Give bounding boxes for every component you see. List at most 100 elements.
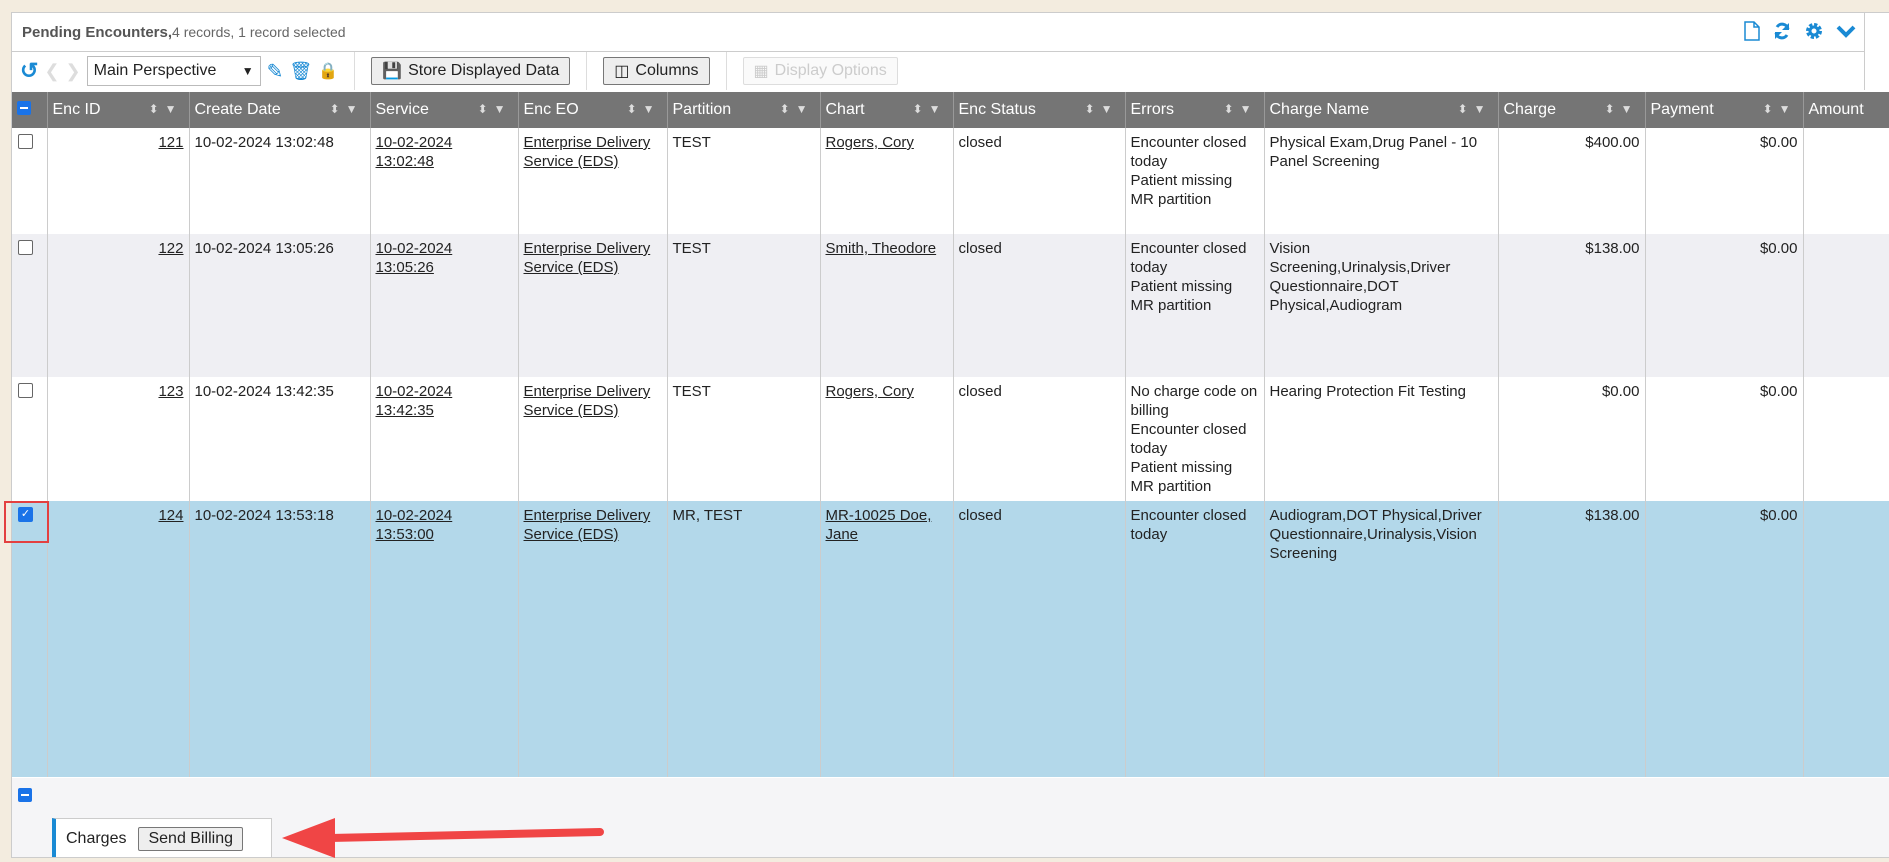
row-select-cell[interactable] <box>12 377 48 501</box>
sort-filter-icon[interactable]: ⬍▼ <box>1762 102 1797 116</box>
row-select-cell[interactable] <box>12 128 48 234</box>
sort-filter-icon[interactable]: ⬍▼ <box>329 102 364 116</box>
enc-eo-link[interactable]: Enterprise Delivery Service (EDS) <box>523 240 651 276</box>
column-header[interactable]: Enc EO ⬍▼ <box>518 92 668 128</box>
select-all-checkbox[interactable] <box>17 100 31 115</box>
enc-eo-cell: Enterprise Delivery Service (EDS) <box>518 501 668 777</box>
enc-eo-link[interactable]: Enterprise Delivery Service (EDS) <box>523 134 651 170</box>
enc-id-cell: 121 <box>47 128 190 234</box>
column-header[interactable]: Create Date ⬍▼ <box>189 92 371 128</box>
amount-cell <box>1803 501 1889 777</box>
encounters-table: Enc ID ⬍▼ Create Date ⬍▼ Service ⬍▼ Enc EO ⬍… <box>12 92 1889 777</box>
refresh-icon[interactable] <box>1772 21 1792 41</box>
table-row[interactable]: 122 10-02-2024 13:05:26 10-02-2024 13:05… <box>12 234 1889 377</box>
service-link[interactable]: 10-02-2024 13:02:48 <box>375 134 453 170</box>
chart-link[interactable]: MR-10025 Doe, Jane <box>825 507 932 543</box>
record-count: 4 records, 1 record selected <box>172 24 346 40</box>
errors-cell: Encounter closed today Patient missing MR… <box>1125 128 1265 234</box>
chevron-down-icon[interactable] <box>1836 21 1856 41</box>
column-label: Payment <box>1650 101 1714 118</box>
store-displayed-data-button[interactable]: 💾 Store Displayed Data <box>371 57 571 85</box>
create-date-cell: 10-02-2024 13:02:48 <box>189 128 371 234</box>
column-label: Errors <box>1130 101 1175 118</box>
charge-cell: $400.00 <box>1498 128 1646 234</box>
column-header[interactable]: Enc Status ⬍▼ <box>953 92 1126 128</box>
sort-filter-icon[interactable]: ⬍▼ <box>1084 102 1119 116</box>
column-header[interactable]: Errors ⬍▼ <box>1125 92 1265 128</box>
create-date-cell: 10-02-2024 13:42:35 <box>189 377 371 501</box>
column-header[interactable]: Chart ⬍▼ <box>820 92 954 128</box>
enc-id-link[interactable]: 122 <box>158 240 184 257</box>
service-link[interactable]: 10-02-2024 13:53:00 <box>375 507 453 543</box>
create-date-cell: 10-02-2024 13:05:26 <box>189 234 371 377</box>
chart-link[interactable]: Rogers, Cory <box>825 383 914 400</box>
enc-eo-cell: Enterprise Delivery Service (EDS) <box>518 377 668 501</box>
partition-cell: MR, TEST <box>667 501 821 777</box>
sort-filter-icon[interactable]: ⬍▼ <box>779 102 814 116</box>
sort-filter-icon[interactable]: ⬍▼ <box>1604 102 1639 116</box>
chart-link[interactable]: Rogers, Cory <box>825 134 914 151</box>
row-checkbox[interactable] <box>18 240 33 255</box>
detail-footer: Charges Send Billing <box>12 778 1889 857</box>
sort-filter-icon[interactable]: ⬍▼ <box>477 102 512 116</box>
service-link[interactable]: 10-02-2024 13:05:26 <box>375 240 453 276</box>
select-all-header[interactable] <box>12 92 48 128</box>
sort-filter-icon[interactable]: ⬍▼ <box>1457 102 1492 116</box>
trash-icon[interactable]: 🗑 <box>289 60 313 81</box>
column-header[interactable]: Service ⬍▼ <box>370 92 519 128</box>
chart-link[interactable]: Smith, Theodore <box>825 240 937 257</box>
service-cell: 10-02-2024 13:53:00 <box>370 501 519 777</box>
panel-title: Pending Encounters, <box>22 23 173 41</box>
table-row[interactable]: ✓ 124 10-02-2024 13:53:18 10-02-2024 13:… <box>12 501 1889 777</box>
column-header[interactable]: Enc ID ⬍▼ <box>47 92 190 128</box>
sort-filter-icon[interactable]: ⬍▼ <box>1223 102 1258 116</box>
enc-eo-link[interactable]: Enterprise Delivery Service (EDS) <box>523 507 651 543</box>
errors-cell: Encounter closed today Patient missing MR… <box>1125 234 1265 377</box>
column-header[interactable]: Amount <box>1803 92 1889 128</box>
column-label: Charge <box>1503 101 1556 118</box>
perspective-select[interactable]: Main Perspective ▼ <box>86 56 261 86</box>
service-cell: 10-02-2024 13:42:35 <box>370 377 519 501</box>
display-options-button[interactable]: ▦ Display Options <box>742 57 898 85</box>
toolbar: ↺ ❮ ❯ Main Perspective ▼ ✎ 🗑 🔒 💾 Store Dis… <box>12 52 1865 90</box>
annotation-highlight-box <box>4 501 49 543</box>
columns-button[interactable]: ◫ Columns <box>603 57 710 85</box>
sort-filter-icon[interactable]: ⬍▼ <box>626 102 661 116</box>
back-icon[interactable]: ❮ <box>44 60 60 81</box>
row-select-cell[interactable]: ✓ <box>12 501 48 777</box>
gear-icon[interactable] <box>1804 21 1824 41</box>
table-row[interactable]: 123 10-02-2024 13:42:35 10-02-2024 13:42… <box>12 377 1889 501</box>
error-text: Encounter closed today <box>1130 507 1247 543</box>
enc-id-link[interactable]: 124 <box>158 507 184 524</box>
enc-id-link[interactable]: 121 <box>158 134 184 151</box>
send-billing-button[interactable]: Send Billing <box>138 827 243 851</box>
enc-id-link[interactable]: 123 <box>158 383 184 400</box>
sort-filter-icon[interactable]: ⬍▼ <box>912 102 947 116</box>
row-select-cell[interactable] <box>12 234 48 377</box>
row-checkbox[interactable] <box>18 383 33 398</box>
row-checkbox[interactable]: ✓ <box>18 507 33 522</box>
enc-status-cell: closed <box>953 128 1126 234</box>
column-header[interactable]: Partition ⬍▼ <box>667 92 821 128</box>
column-header[interactable]: Payment ⬍▼ <box>1645 92 1804 128</box>
enc-eo-cell: Enterprise Delivery Service (EDS) <box>518 128 668 234</box>
charges-label: Charges <box>66 830 127 847</box>
service-link[interactable]: 10-02-2024 13:42:35 <box>375 383 453 419</box>
forward-icon[interactable]: ❯ <box>65 60 81 81</box>
charge-name-cell: Audiogram,DOT Physical,Driver Questionna… <box>1264 501 1499 777</box>
sort-filter-icon[interactable]: ⬍▼ <box>148 102 183 116</box>
enc-id-cell: 123 <box>47 377 190 501</box>
enc-status-cell: closed <box>953 377 1126 501</box>
lock-icon[interactable]: 🔒 <box>318 63 339 80</box>
enc-eo-link[interactable]: Enterprise Delivery Service (EDS) <box>523 383 651 419</box>
undo-icon[interactable]: ↺ <box>20 58 39 83</box>
row-checkbox[interactable] <box>18 134 33 149</box>
pencil-icon[interactable]: ✎ <box>266 60 284 83</box>
amount-cell <box>1803 377 1889 501</box>
new-document-icon[interactable] <box>1744 21 1760 41</box>
table-row[interactable]: 121 10-02-2024 13:02:48 10-02-2024 13:02… <box>12 128 1889 234</box>
column-header[interactable]: Charge ⬍▼ <box>1498 92 1646 128</box>
column-header[interactable]: Charge Name ⬍▼ <box>1264 92 1499 128</box>
collapse-toggle[interactable] <box>18 788 32 802</box>
column-label: Create Date <box>194 101 281 118</box>
